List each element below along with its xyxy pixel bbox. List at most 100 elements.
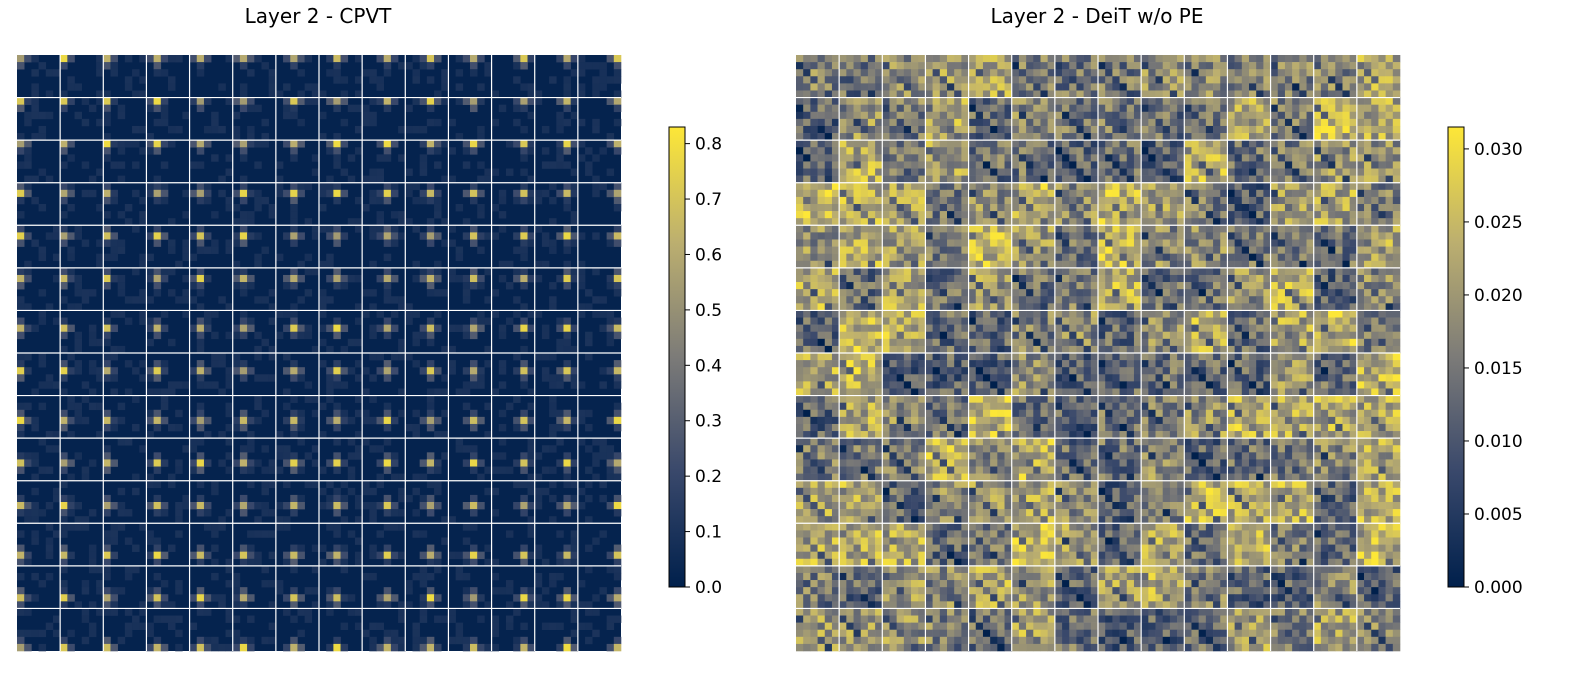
heatmap-cell — [1356, 480, 1401, 524]
heatmap-cell — [189, 565, 234, 609]
heatmap-cell — [839, 353, 883, 396]
heatmap-cell — [275, 608, 319, 652]
heatmap-cell — [232, 395, 276, 439]
heatmap-cell — [491, 55, 536, 98]
heatmap-cell — [232, 97, 276, 141]
heatmap-cell — [577, 140, 622, 184]
heatmap-cell — [103, 480, 147, 524]
heatmap-cell — [146, 182, 190, 226]
heatmap-cell — [839, 438, 883, 482]
heatmap-cell — [882, 225, 926, 269]
heatmap-cell — [968, 565, 1013, 609]
heatmap-cell — [1270, 480, 1315, 524]
heatmap-cell — [448, 310, 492, 354]
heatmap-cell — [796, 608, 840, 652]
heatmap-cell — [1011, 267, 1056, 311]
colorbar-tick-label: 0.0 — [695, 578, 722, 598]
heatmap-cell — [882, 608, 926, 652]
colorbar-tick-label: 0.030 — [1474, 140, 1523, 160]
heatmap-cell — [17, 480, 61, 524]
heatmap-cell — [1141, 480, 1185, 524]
heatmap-cell — [925, 97, 969, 141]
heatmap-cell — [1313, 140, 1358, 184]
heatmap-cell — [577, 97, 622, 141]
heatmap-cell — [405, 480, 449, 524]
heatmap-cell — [362, 480, 406, 524]
heatmap-cell — [491, 182, 536, 226]
heatmap-cell — [534, 55, 579, 98]
heatmap-cell — [60, 97, 104, 141]
heatmap-cell — [1141, 55, 1185, 98]
heatmap-cell — [103, 565, 147, 609]
heatmap-cell — [1054, 225, 1099, 269]
colorbar-tick-label: 0.015 — [1474, 359, 1523, 379]
heatmap-cell — [1098, 55, 1142, 98]
heatmap-cell — [534, 225, 579, 269]
heatmap-cell — [146, 267, 190, 311]
heatmap-cell — [577, 523, 622, 567]
left-colorbar: 0.0 0.1 0.2 0.3 0.4 0.5 0.6 0.7 0.8 — [668, 126, 722, 598]
heatmap-cell — [1313, 480, 1358, 524]
heatmap-cell — [882, 182, 926, 226]
heatmap-cell — [1184, 608, 1228, 652]
heatmap-cell — [839, 565, 883, 609]
heatmap-cell — [882, 395, 926, 439]
heatmap-cell — [796, 140, 840, 184]
heatmap-cell — [17, 438, 61, 482]
heatmap-cell — [17, 140, 61, 184]
heatmap-cell — [103, 523, 147, 567]
heatmap-cell — [968, 395, 1013, 439]
heatmap-cell — [275, 310, 320, 354]
heatmap-cell — [232, 438, 277, 481]
heatmap-cell — [925, 55, 969, 98]
heatmap-cell — [103, 225, 147, 269]
heatmap-cell — [1313, 225, 1358, 269]
left-heatmap — [17, 55, 622, 652]
heatmap-cell — [925, 353, 969, 396]
heatmap-cell — [1227, 608, 1271, 652]
heatmap-cell — [1098, 438, 1142, 482]
heatmap-cell — [275, 523, 320, 567]
heatmap-cell — [146, 97, 190, 141]
heatmap-cell — [796, 395, 840, 439]
heatmap-cell — [1141, 182, 1185, 226]
heatmap-cell — [362, 267, 406, 311]
heatmap-cell — [968, 182, 1013, 226]
heatmap-cell — [189, 438, 234, 481]
heatmap-cell — [534, 480, 579, 524]
heatmap-cell — [796, 225, 840, 269]
heatmap-cell — [1141, 353, 1185, 396]
heatmap-cell — [448, 353, 492, 396]
heatmap-cell — [275, 55, 320, 98]
heatmap-cell — [1313, 523, 1358, 567]
heatmap-cell — [577, 310, 622, 353]
heatmap-cell — [1011, 97, 1056, 141]
heatmap-cell — [882, 310, 926, 354]
heatmap-cell — [796, 353, 840, 396]
heatmap-cell — [1270, 267, 1315, 311]
heatmap-cell — [534, 97, 579, 141]
heatmap-cell — [232, 480, 277, 524]
heatmap-cell — [1356, 55, 1401, 98]
colorbar-tick-label: 0.6 — [695, 245, 722, 265]
heatmap-cell — [1270, 353, 1315, 396]
heatmap-cell — [491, 438, 536, 482]
heatmap-cell — [1313, 438, 1358, 482]
heatmap-cell — [1270, 438, 1315, 482]
heatmap-cell — [362, 565, 406, 609]
heatmap-cell — [60, 353, 104, 396]
heatmap-cell — [1184, 140, 1228, 184]
heatmap-cell — [534, 438, 579, 482]
heatmap-cell — [1356, 565, 1401, 609]
heatmap-cell — [17, 608, 61, 652]
heatmap-cell — [1356, 267, 1401, 311]
heatmap-cell — [839, 310, 883, 354]
heatmap-cell — [925, 225, 969, 269]
heatmap-cell — [491, 523, 536, 567]
heatmap-cell — [1141, 140, 1185, 184]
heatmap-cell — [60, 140, 104, 184]
heatmap-cell — [1054, 608, 1099, 652]
heatmap-cell — [968, 55, 1013, 98]
heatmap-cell — [491, 353, 536, 396]
